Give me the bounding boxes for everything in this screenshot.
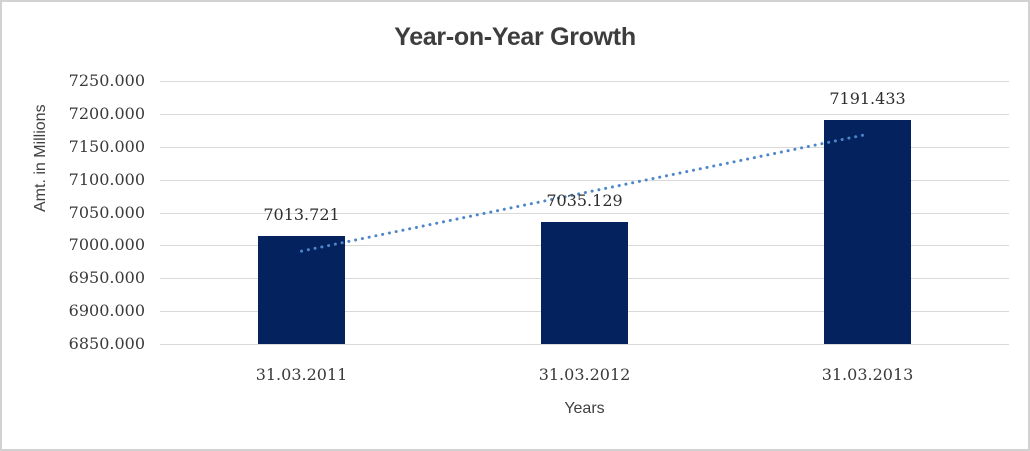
x-category-label: 31.03.2012 — [538, 365, 631, 384]
y-tick-label: 6950.000 — [68, 268, 145, 288]
plot-area: 31.03.2011 31.03.2012 31.03.2013 7013.721 70… — [160, 81, 1009, 384]
gridline — [160, 146, 1009, 148]
gridline — [160, 212, 1009, 214]
y-tick-label: 7200.000 — [68, 103, 145, 123]
y-tick-label: 6900.000 — [68, 301, 145, 321]
bar — [541, 222, 628, 344]
bar — [824, 119, 911, 344]
y-tick-label: 7150.000 — [68, 136, 145, 156]
bar-data-label: 7035.129 — [546, 191, 623, 211]
y-tick-label: 7000.000 — [68, 235, 145, 255]
y-tick-label: 7050.000 — [68, 202, 145, 222]
y-tick-label: 6850.000 — [68, 334, 145, 353]
chart-title: Year-on-Year Growth — [394, 23, 636, 51]
gridline — [160, 113, 1009, 115]
y-tick-label: 7100.000 — [68, 169, 145, 189]
gridline — [160, 179, 1009, 181]
x-category-label: 31.03.2013 — [821, 365, 914, 384]
x-axis-title: Years — [564, 400, 605, 417]
gridline — [160, 344, 1009, 345]
y-axis-tick-labels: 7250.000 7200.000 7150.000 7100.000 7050.000… — [2, 72, 145, 353]
gridline — [160, 81, 1009, 82]
bar-data-label: 7191.433 — [829, 88, 906, 108]
x-category-label: 31.03.2011 — [255, 365, 348, 384]
bar-data-label: 7013.721 — [263, 205, 340, 225]
y-tick-label: 7250.000 — [68, 71, 145, 90]
bar — [258, 236, 345, 344]
trendline — [300, 132, 869, 253]
